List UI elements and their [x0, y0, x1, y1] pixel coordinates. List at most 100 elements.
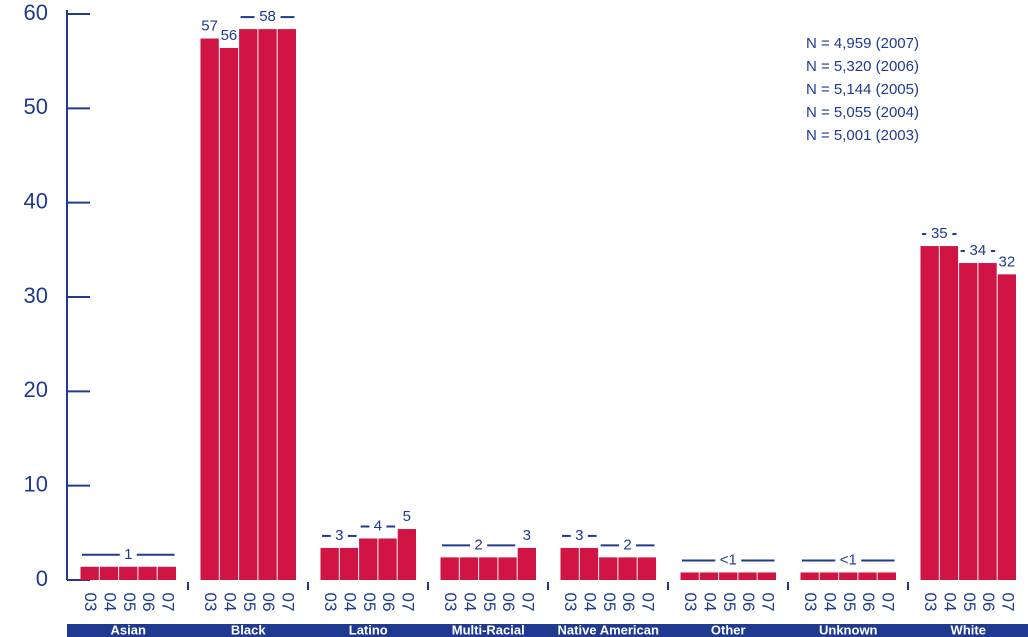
bar: [378, 538, 397, 580]
bar: [719, 572, 738, 580]
x-tick-label: 04: [940, 593, 959, 612]
annotation: N = 4,959 (2007): [806, 35, 919, 52]
bar: [858, 572, 877, 580]
bar: [699, 572, 719, 580]
bar: [320, 547, 339, 580]
x-tick-label: 04: [820, 593, 839, 612]
annotation: N = 5,001 (2003): [806, 127, 919, 144]
bar: [877, 572, 896, 580]
bar: [80, 566, 99, 580]
bar: [459, 557, 479, 580]
category-label: Black: [231, 622, 266, 637]
x-tick-label: 04: [340, 593, 359, 612]
bar: [757, 572, 776, 580]
bar: [498, 557, 517, 580]
bar: [978, 263, 997, 580]
category-label: Native American: [558, 622, 659, 637]
bar: [200, 38, 219, 580]
bar: [138, 566, 157, 580]
x-tick-label: 04: [580, 593, 599, 612]
value-label: 2: [623, 536, 631, 553]
bar: [738, 572, 757, 580]
x-tick-label: 04: [700, 593, 719, 612]
annotation: N = 5,144 (2005): [806, 81, 919, 98]
value-label: 32: [999, 253, 1016, 270]
bar: [440, 557, 459, 580]
value-label: 34: [970, 242, 987, 259]
bar: [579, 547, 599, 580]
x-tick-label: 05: [120, 593, 139, 612]
value-label: <1: [840, 551, 857, 568]
bar: [258, 29, 277, 581]
bar: [800, 572, 819, 580]
value-label: 3: [575, 527, 583, 544]
x-tick-label: 03: [441, 593, 460, 612]
bar: [637, 557, 656, 580]
bar: [618, 557, 637, 580]
bar: [239, 29, 258, 581]
y-tick-label: 40: [24, 188, 48, 213]
bar: [339, 547, 359, 580]
bar: [157, 566, 176, 580]
y-tick-label: 0: [36, 566, 48, 591]
y-tick-label: 10: [24, 471, 48, 496]
x-tick-label: 05: [600, 593, 619, 612]
annotation: N = 5,320 (2006): [806, 58, 919, 75]
value-label: 57: [201, 17, 218, 34]
y-tick-label: 60: [24, 0, 48, 25]
value-label: 4: [374, 517, 382, 534]
value-label: 5: [403, 508, 411, 525]
value-label: 58: [259, 8, 276, 25]
x-tick-label: 06: [619, 593, 638, 612]
category-label: Unknown: [819, 622, 878, 637]
x-tick-label: 04: [460, 593, 479, 612]
value-label: 3: [335, 527, 343, 544]
x-tick-label: 05: [240, 593, 259, 612]
bar: [359, 538, 378, 580]
x-tick-label: 03: [561, 593, 580, 612]
value-label: 2: [474, 536, 482, 553]
x-tick-label: 04: [100, 593, 119, 612]
x-tick-label: 06: [139, 593, 158, 612]
bar: [99, 566, 119, 580]
bar: [517, 547, 536, 580]
x-tick-label: 06: [499, 593, 518, 612]
bar: [819, 572, 839, 580]
bar: [920, 246, 939, 580]
bar: [277, 29, 296, 581]
x-tick-label: 05: [960, 593, 979, 612]
x-tick-label: 07: [158, 593, 177, 612]
bar: [680, 572, 699, 580]
x-tick-label: 03: [201, 593, 220, 612]
x-tick-label: 05: [840, 593, 859, 612]
x-tick-label: 03: [681, 593, 700, 612]
x-tick-label: 03: [81, 593, 100, 612]
x-tick-label: 07: [518, 593, 537, 612]
x-tick-label: 06: [859, 593, 878, 612]
y-tick-label: 50: [24, 94, 48, 119]
bar: [560, 547, 579, 580]
y-tick-label: 20: [24, 377, 48, 402]
x-tick-label: 07: [878, 593, 897, 612]
bar: [479, 557, 498, 580]
x-tick-label: 06: [739, 593, 758, 612]
x-tick-label: 06: [979, 593, 998, 612]
x-tick-label: 06: [259, 593, 278, 612]
bar: [599, 557, 618, 580]
x-tick-label: 07: [638, 593, 657, 612]
bar: [397, 529, 416, 580]
bar: [959, 263, 978, 580]
value-label: 1: [124, 546, 132, 563]
value-label: 35: [931, 225, 948, 242]
value-label: <1: [720, 551, 737, 568]
category-band: [67, 624, 1028, 637]
bar: [997, 274, 1016, 580]
x-tick-label: 03: [321, 593, 340, 612]
x-tick-label: 03: [921, 593, 940, 612]
x-tick-label: 05: [720, 593, 739, 612]
x-tick-label: 07: [398, 593, 417, 612]
x-tick-label: 07: [998, 593, 1017, 612]
bar: [939, 246, 959, 580]
x-tick-label: 07: [758, 593, 777, 612]
value-label: 3: [523, 527, 531, 544]
